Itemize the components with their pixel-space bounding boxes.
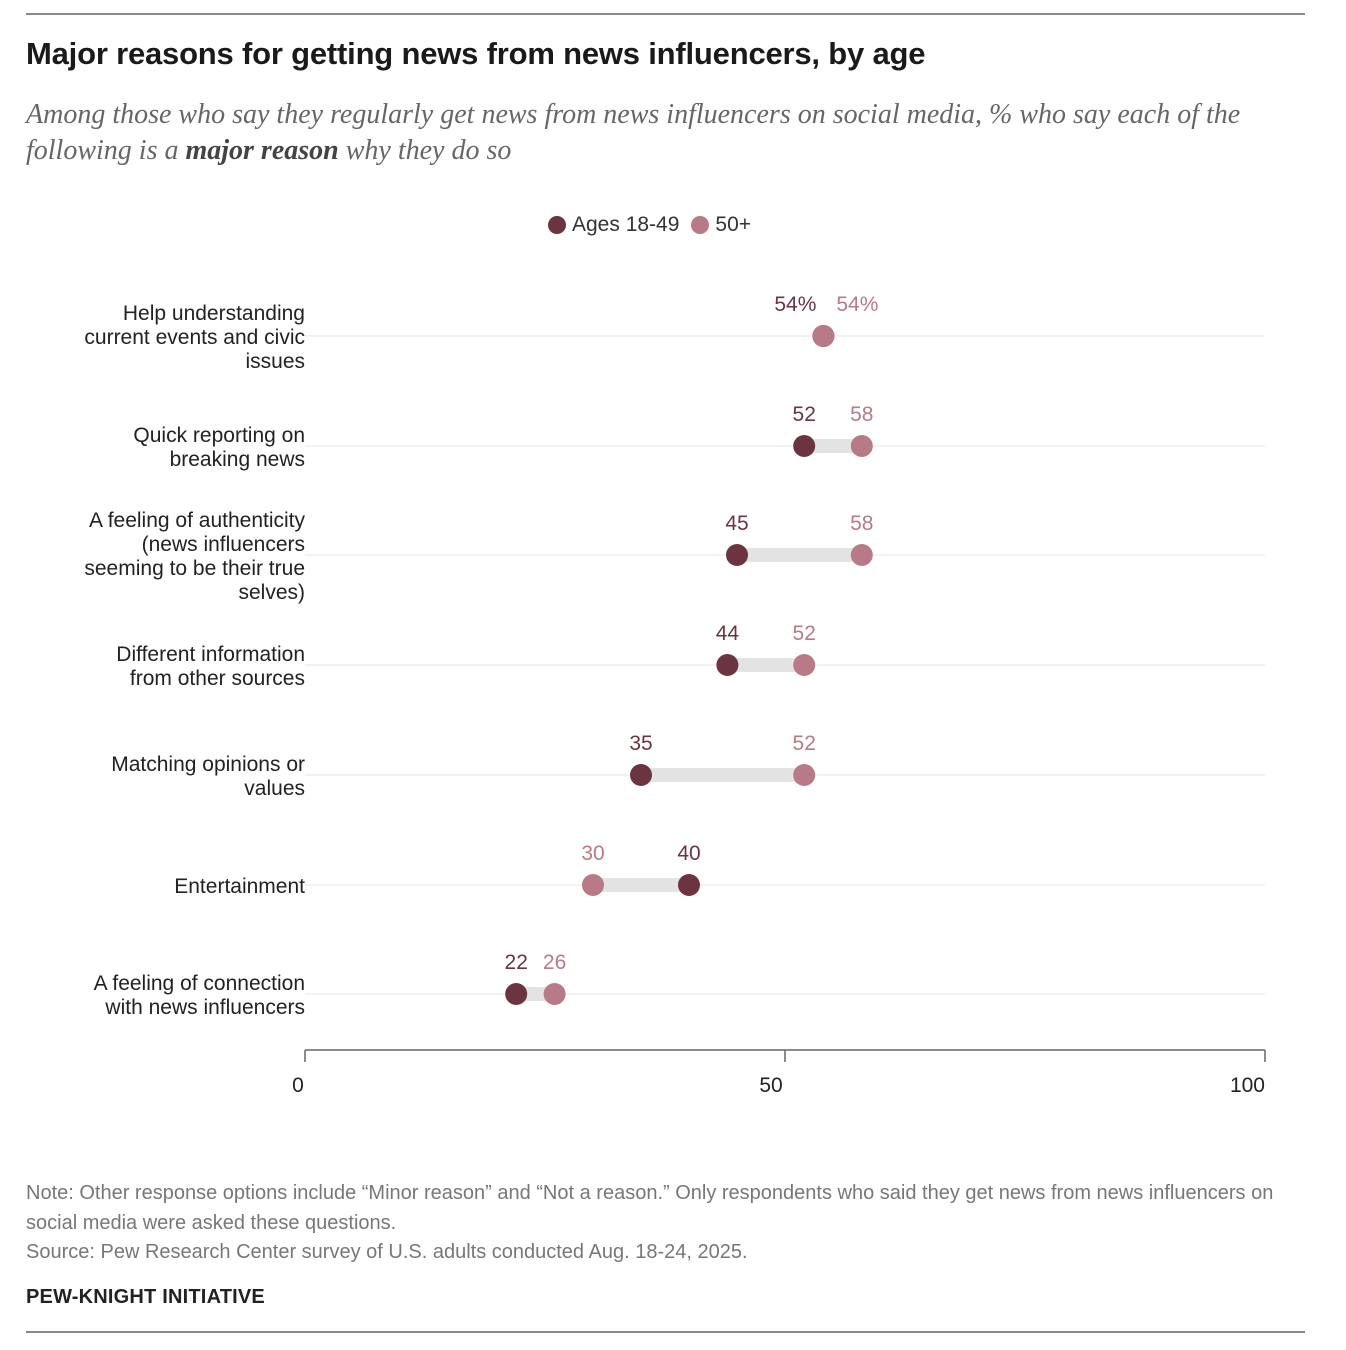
category-label: A feeling of connection with news influen…: [94, 972, 305, 1019]
subtitle-emphasis: major reason: [185, 135, 339, 166]
category-label-line: from other sources: [130, 667, 305, 690]
category-label-line: Different information: [116, 643, 305, 666]
category-label: Quick reporting on breaking news: [133, 424, 305, 471]
dot-50-plus: [793, 764, 816, 786]
data-label-ages-18-49: 52: [793, 403, 816, 426]
category-label-line: A feeling of authenticity: [89, 509, 305, 532]
category-label-line: values: [244, 777, 305, 800]
dot-plot: Help understanding current events and civ…: [84, 293, 1266, 1097]
chart-source: Source: Pew Research Center survey of U.…: [26, 1241, 748, 1263]
category-label-line: Entertainment: [174, 875, 305, 898]
data-label-ages-18-49: 22: [505, 951, 528, 974]
data-label-50-plus: 52: [793, 622, 816, 645]
data-label-ages-18-49: 44: [716, 622, 740, 645]
dot-ages-18-49: [505, 983, 528, 1005]
x-axis-tick-label: 50: [759, 1074, 782, 1097]
dot-50-plus: [850, 544, 873, 566]
brand-label: PEW-KNIGHT INITIATIVE: [26, 1286, 265, 1308]
category-label-line: A feeling of connection: [94, 972, 305, 995]
category-label-line: selves): [238, 581, 305, 604]
legend-item-ages-18-49: Ages 18-49: [548, 213, 679, 237]
chart-subtitle: Among those who say they regularly get n…: [26, 97, 1316, 169]
legend-item-50-plus: 50+: [691, 213, 751, 237]
data-label-ages-18-49: 45: [725, 512, 748, 535]
x-axis-tick-label: 100: [1230, 1074, 1265, 1097]
dot-ages-18-49: [726, 544, 748, 566]
bottom-rule: [26, 1331, 1305, 1333]
category-label: Help understanding current events and civ…: [84, 302, 305, 373]
legend-label-ages-18-49: Ages 18-49: [572, 213, 680, 236]
category-label-line: Quick reporting on: [133, 424, 305, 447]
data-label-50-plus: 54%: [836, 293, 878, 316]
dot-ages-18-49: [716, 654, 739, 676]
category-label-line: seeming to be their true: [84, 557, 305, 580]
category-label-line: with news influencers: [104, 996, 305, 1019]
data-label-ages-18-49: 54%: [774, 293, 816, 316]
dot-50-plus: [850, 435, 873, 457]
dot-ages-18-49: [793, 435, 816, 457]
top-rule: [26, 13, 1305, 15]
dot-50-plus: [582, 874, 604, 896]
category-label-line: Matching opinions or: [111, 753, 305, 776]
category-label-line: current events and civic: [84, 326, 305, 349]
dot-ages-18-49: [630, 764, 652, 786]
category-label-line: Help understanding: [123, 302, 305, 325]
subtitle-text-end: why they do so: [338, 135, 512, 166]
category-label: Entertainment: [174, 875, 305, 898]
data-label-50-plus: 58: [850, 512, 873, 535]
chart-legend: Ages 18-49 50+: [548, 210, 763, 240]
dot-50-plus: [812, 325, 835, 347]
data-label-ages-18-49: 35: [629, 732, 652, 755]
data-label-ages-18-49: 40: [677, 842, 700, 865]
data-label-50-plus: 30: [581, 842, 604, 865]
category-label: Matching opinions or values: [111, 753, 305, 800]
legend-label-50-plus: 50+: [715, 213, 752, 236]
dot-50-plus: [543, 983, 566, 1005]
category-label-line: (news influencers: [142, 533, 305, 556]
legend-swatch-ages-18-49: [548, 216, 566, 234]
dot-50-plus: [793, 654, 816, 676]
data-label-50-plus: 58: [850, 403, 873, 426]
dot-ages-18-49: [678, 874, 700, 896]
category-label: A feeling of authenticity (news influence…: [84, 509, 305, 604]
subtitle-text: Among those who say they regularly get n…: [26, 99, 1241, 166]
chart-note: Note: Other response options include “Mi…: [26, 1182, 1274, 1234]
data-label-50-plus: 26: [543, 951, 566, 974]
data-label-50-plus: 52: [793, 732, 816, 755]
category-label: Different information from other sources: [116, 643, 305, 690]
category-label-line: issues: [245, 350, 305, 373]
legend-swatch-50-plus: [691, 216, 710, 234]
x-axis-tick-label: 0: [292, 1074, 304, 1097]
category-label-line: breaking news: [170, 448, 305, 471]
chart-title: Major reasons for getting news from news…: [26, 36, 926, 71]
